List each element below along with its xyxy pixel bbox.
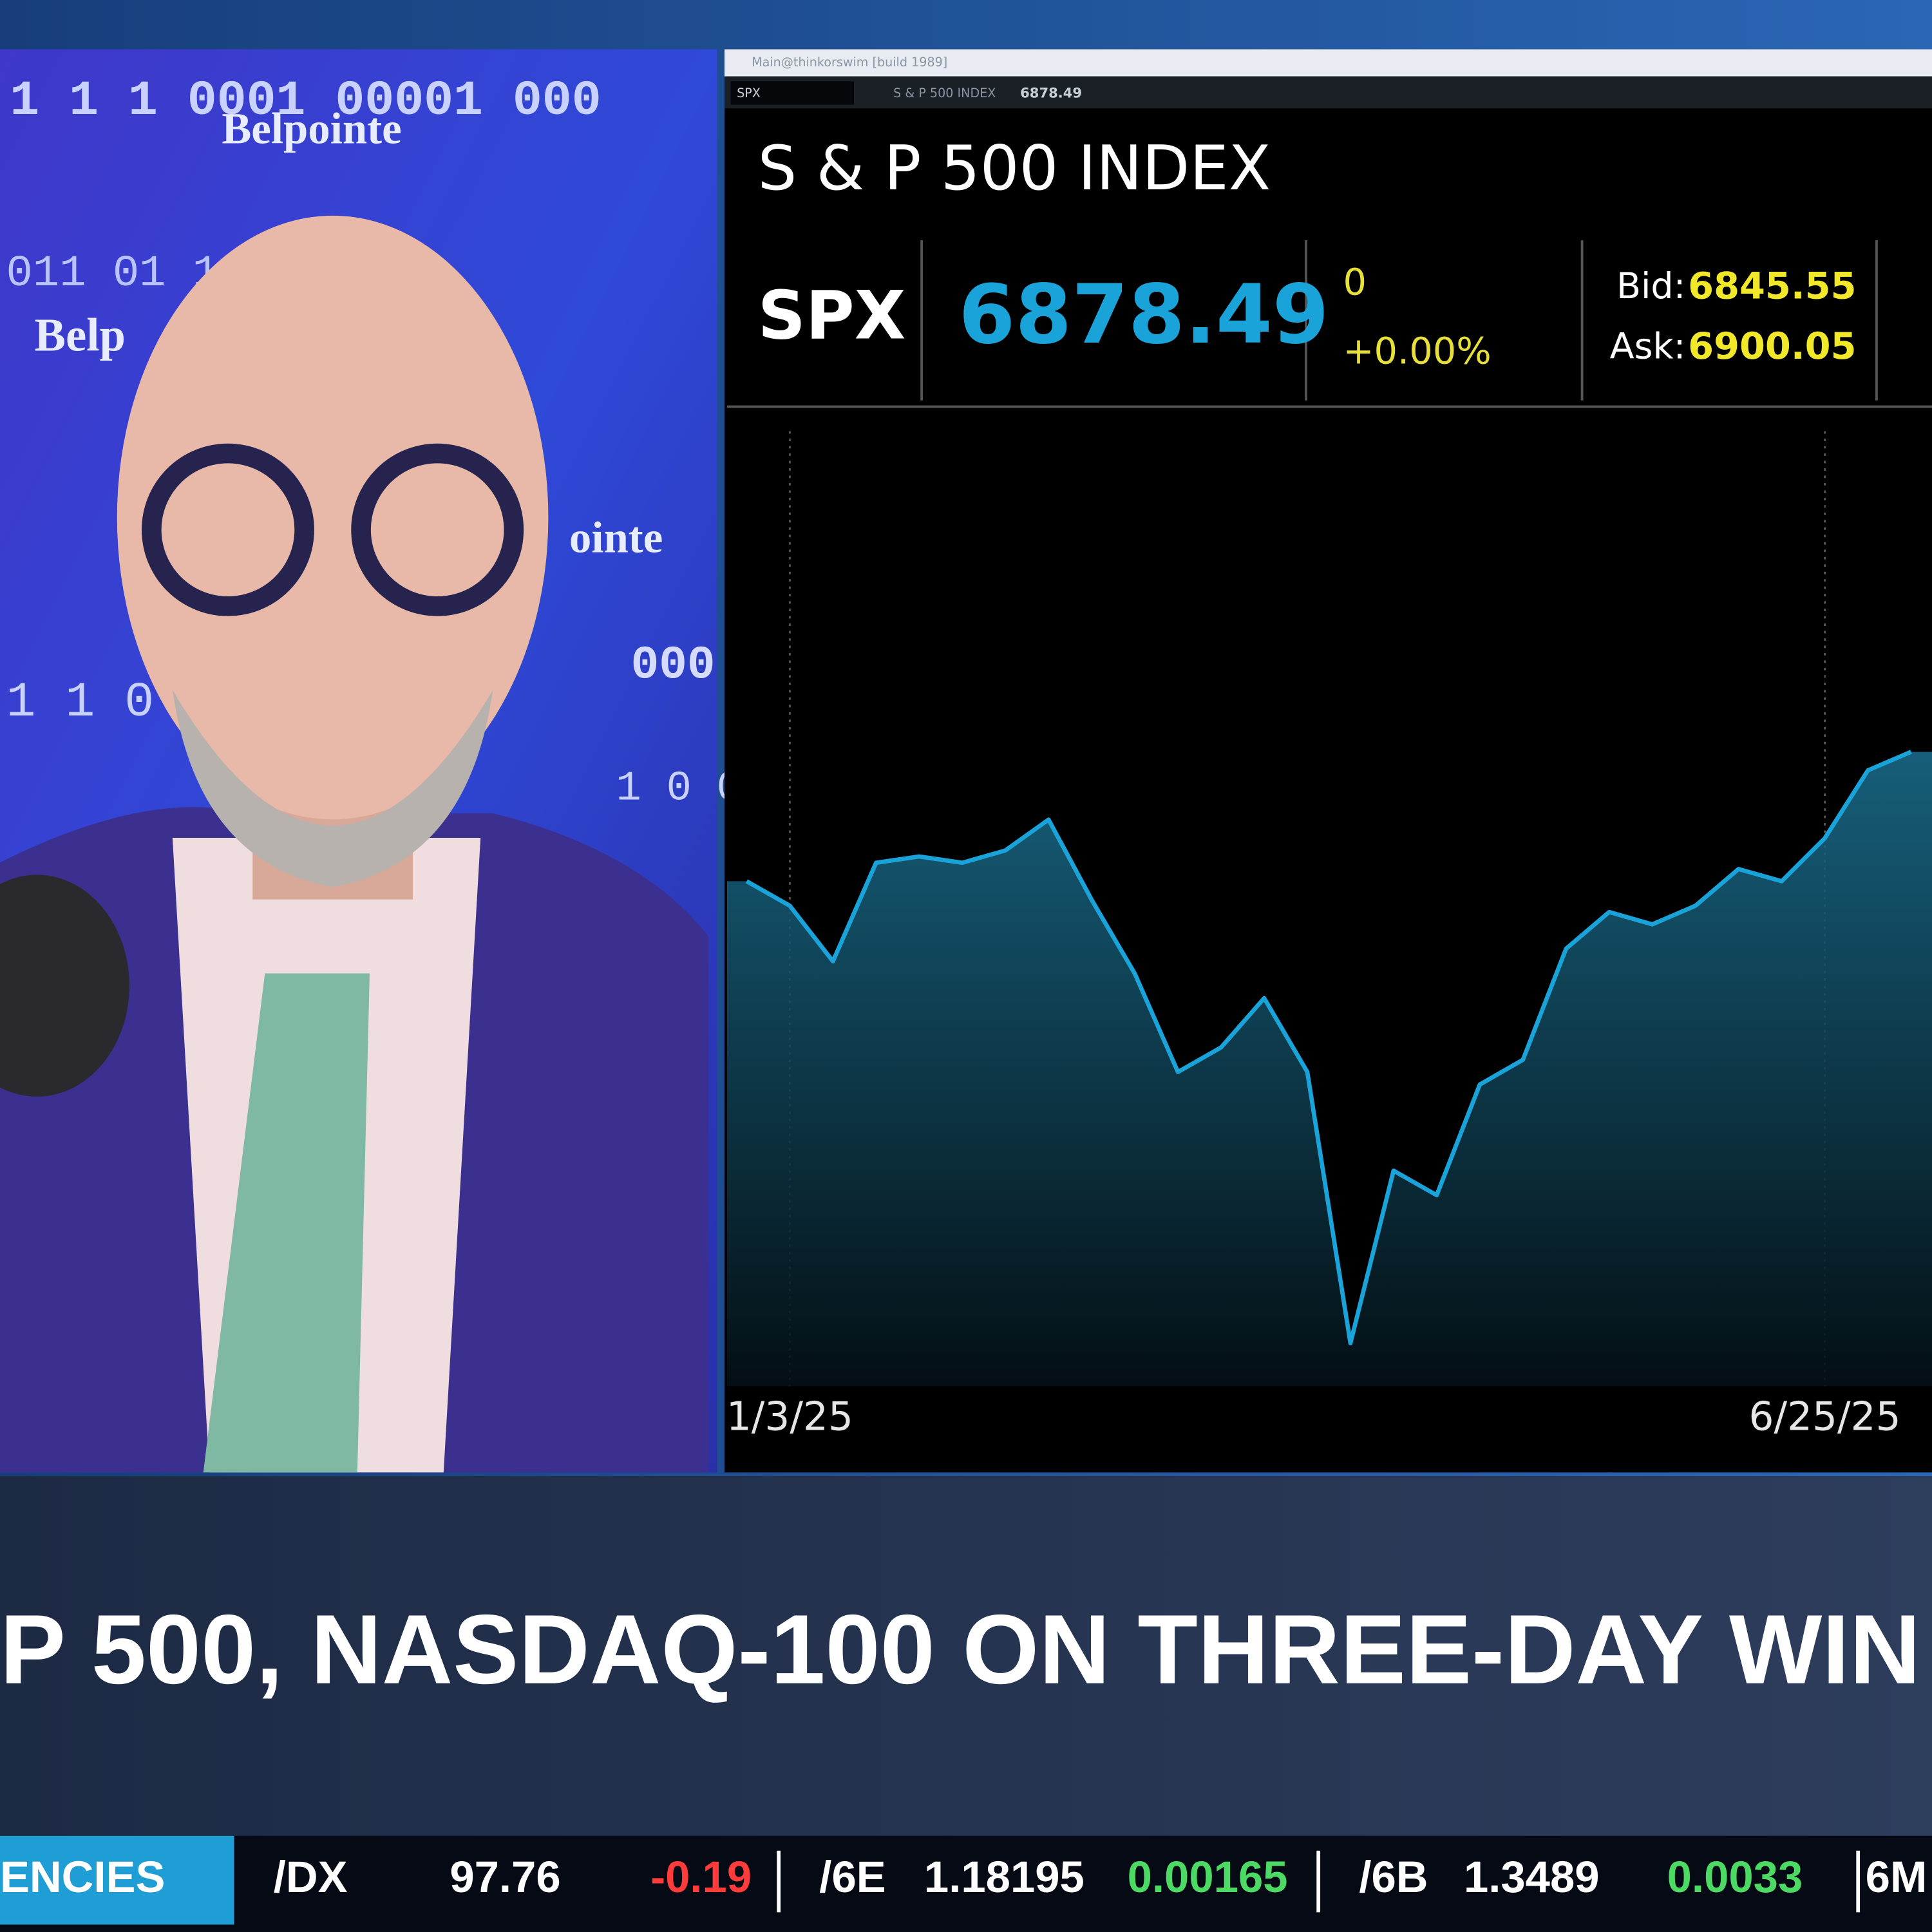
symbol-box <box>730 81 854 105</box>
ticker-symbol: /6E <box>819 1852 886 1902</box>
headline: P 500, NASDAQ-100 ON THREE-DAY WIN S <box>0 1595 1932 1705</box>
glasses <box>142 443 314 616</box>
headline-band <box>0 1476 1932 1836</box>
toolbar <box>724 76 1932 109</box>
microphone <box>0 875 129 1097</box>
x-tick-label: 6/25/25 <box>1749 1394 1901 1440</box>
ticker-change: 0.0033 <box>1667 1852 1803 1902</box>
window-title: Main@thinkorswim [build 1989] <box>752 55 947 70</box>
backdrop-brand: Belp <box>35 309 126 361</box>
ticker-last: 1.18195 <box>924 1852 1084 1902</box>
price-line <box>745 750 1912 1345</box>
ticker-change: 0.00165 <box>1128 1852 1288 1902</box>
head <box>117 215 549 820</box>
glasses <box>351 443 524 616</box>
ticker-items: /DX 97.76 -0.19/6E 1.18195 0.00165/6B 1.3489 0… <box>274 1850 1927 1913</box>
ticker-symbol: /DX <box>274 1852 348 1902</box>
ticker-last: 1.3489 <box>1464 1852 1600 1902</box>
toolbar-last: 6878.49 <box>1020 84 1082 100</box>
bid-value: 6845.55 <box>1688 264 1856 307</box>
price-chart: 1/3/25 6/25/25 <box>726 431 1932 1440</box>
window-title-bar <box>724 49 1932 77</box>
trading-window: Main@thinkorswim [build 1989] SPX S & P … <box>724 49 1932 1473</box>
toolbar-description: S & P 500 INDEX <box>893 86 996 100</box>
ticker-partial: 6M <box>1866 1852 1927 1902</box>
ticker-bar <box>0 1835 1932 1932</box>
quote-title: S & P 500 INDEX <box>758 132 1271 204</box>
x-tick-label: 1/3/25 <box>726 1394 853 1440</box>
backdrop-digits: 1 1 1 0001 00001 000 <box>10 73 601 129</box>
video-panel: 1 1 1 0001 00001 000 011 01 1 1 0 0 000 … <box>0 49 742 1473</box>
quote-percent-change: +0.00% <box>1343 330 1491 373</box>
toolbar-symbol: SPX <box>737 86 761 100</box>
ticker-last: 97.76 <box>450 1852 560 1902</box>
backdrop-brand: Belpointe <box>222 104 401 153</box>
bid-label: Bid: <box>1616 266 1685 307</box>
backdrop-digits: 1 0 0 <box>616 765 742 813</box>
area <box>726 752 1932 1387</box>
ticker-symbol: /6B <box>1359 1852 1428 1902</box>
ask-value: 6900.05 <box>1688 325 1856 368</box>
quote-change: 0 <box>1343 261 1367 304</box>
quote-dividers <box>726 240 1932 408</box>
ticker-section: ENCIES <box>0 1852 165 1902</box>
backdrop-brand: ointe <box>569 513 663 562</box>
ask-label: Ask: <box>1610 327 1686 368</box>
ticker-section-box <box>0 1835 234 1925</box>
backdrop-digits: 000 <box>631 638 715 692</box>
tie <box>203 973 370 1473</box>
backdrop-digits: 1 1 0 <box>6 674 155 730</box>
beard <box>172 690 493 887</box>
quote-symbol: SPX <box>758 278 906 355</box>
backdrop-digits: 011 01 1 <box>6 249 220 299</box>
plot-area <box>726 431 1932 1387</box>
quote-last: 6878.49 <box>959 267 1329 362</box>
ticker-change: -0.19 <box>650 1852 752 1902</box>
